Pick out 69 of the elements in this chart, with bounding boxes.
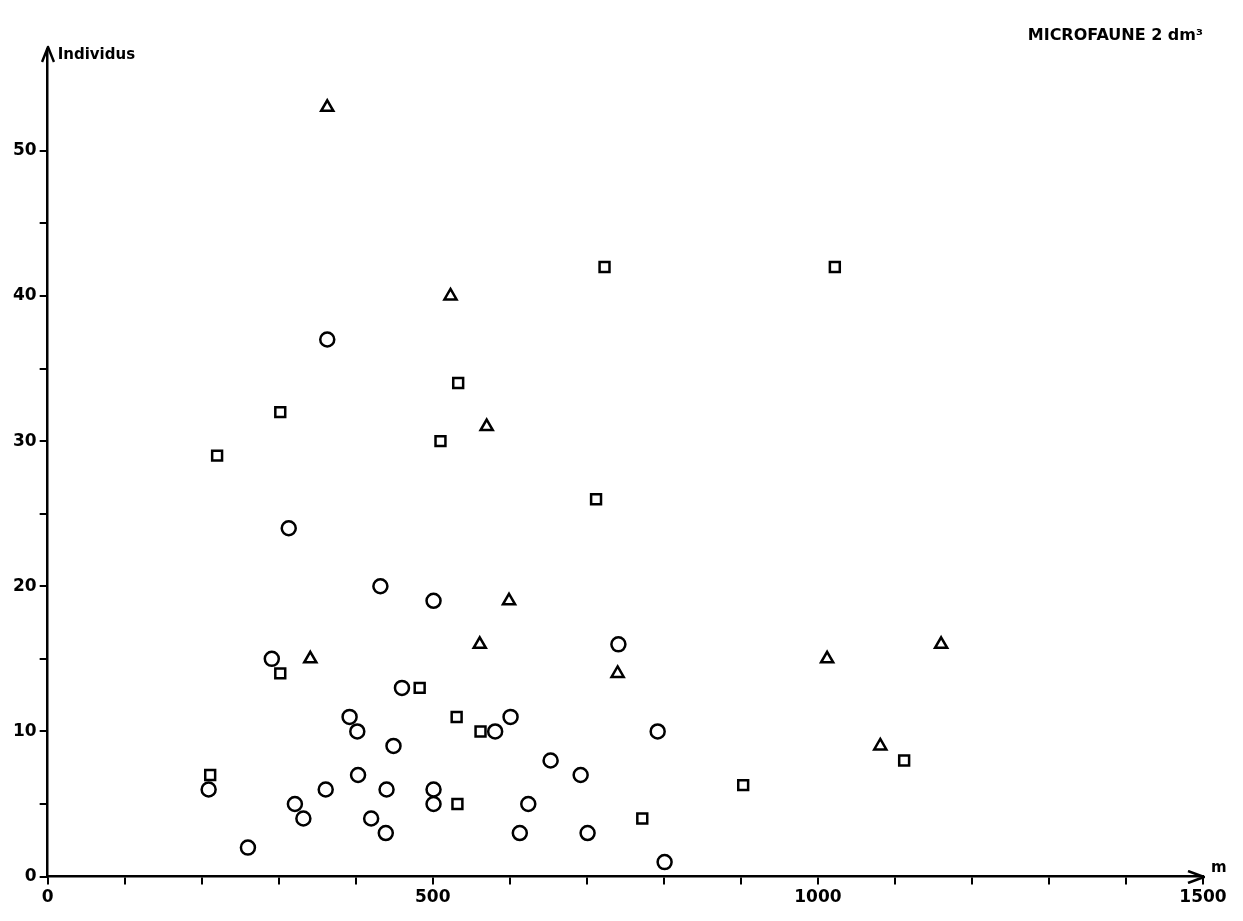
point (425, 795, 442, 813)
y-tick-label: 50 (12, 139, 37, 160)
y-tick-label: 40 (12, 284, 37, 305)
point (372, 578, 389, 595)
point (239, 839, 257, 856)
point (897, 754, 911, 767)
point (286, 795, 304, 813)
point (434, 434, 447, 448)
point (610, 636, 627, 653)
point (610, 665, 625, 679)
point (451, 376, 465, 390)
point (828, 260, 842, 274)
point (378, 781, 395, 798)
point (295, 810, 312, 827)
point (520, 795, 537, 813)
point (486, 723, 504, 740)
point (413, 681, 426, 695)
point (385, 737, 402, 755)
point (511, 824, 529, 842)
point (274, 667, 287, 680)
point (302, 650, 318, 664)
y-axis-title: Individus (57, 45, 136, 64)
point (656, 853, 673, 871)
y-tick-label: 0 (24, 865, 37, 886)
point (377, 824, 395, 842)
point (425, 781, 442, 798)
point (501, 592, 517, 606)
y-tick-label: 30 (12, 429, 37, 450)
point (819, 650, 835, 664)
point (933, 636, 949, 650)
point (210, 449, 224, 462)
point (393, 679, 411, 697)
point (425, 592, 442, 610)
point (542, 752, 559, 769)
point (502, 708, 519, 726)
point (474, 725, 487, 738)
point (872, 737, 888, 751)
point (274, 405, 287, 419)
x-tick-label: 1500 (1179, 886, 1227, 907)
x-axis-title: m (1211, 858, 1227, 877)
point (598, 260, 611, 274)
x-tick-label: 1000 (794, 886, 842, 907)
point (319, 99, 335, 113)
point (451, 797, 464, 811)
x-tick-label: 500 (415, 886, 451, 907)
point (317, 781, 334, 798)
point (443, 287, 458, 301)
point (736, 778, 750, 792)
point (349, 723, 366, 740)
point (200, 781, 217, 798)
point (450, 710, 463, 724)
point (263, 650, 281, 668)
chart-title: MICROFAUNE 2 dm³ (1027, 24, 1203, 44)
point (579, 824, 596, 842)
point (479, 418, 494, 432)
point (341, 708, 358, 726)
point (472, 636, 488, 650)
point (319, 331, 336, 348)
point (589, 492, 603, 506)
point (349, 766, 367, 784)
point (280, 519, 297, 537)
point (636, 812, 649, 825)
point (572, 766, 589, 784)
y-tick-label: 20 (12, 574, 37, 595)
point (203, 768, 217, 782)
y-tick-label: 10 (12, 719, 37, 740)
point (649, 723, 666, 740)
x-tick-label: 0 (41, 886, 54, 907)
point (362, 810, 380, 827)
